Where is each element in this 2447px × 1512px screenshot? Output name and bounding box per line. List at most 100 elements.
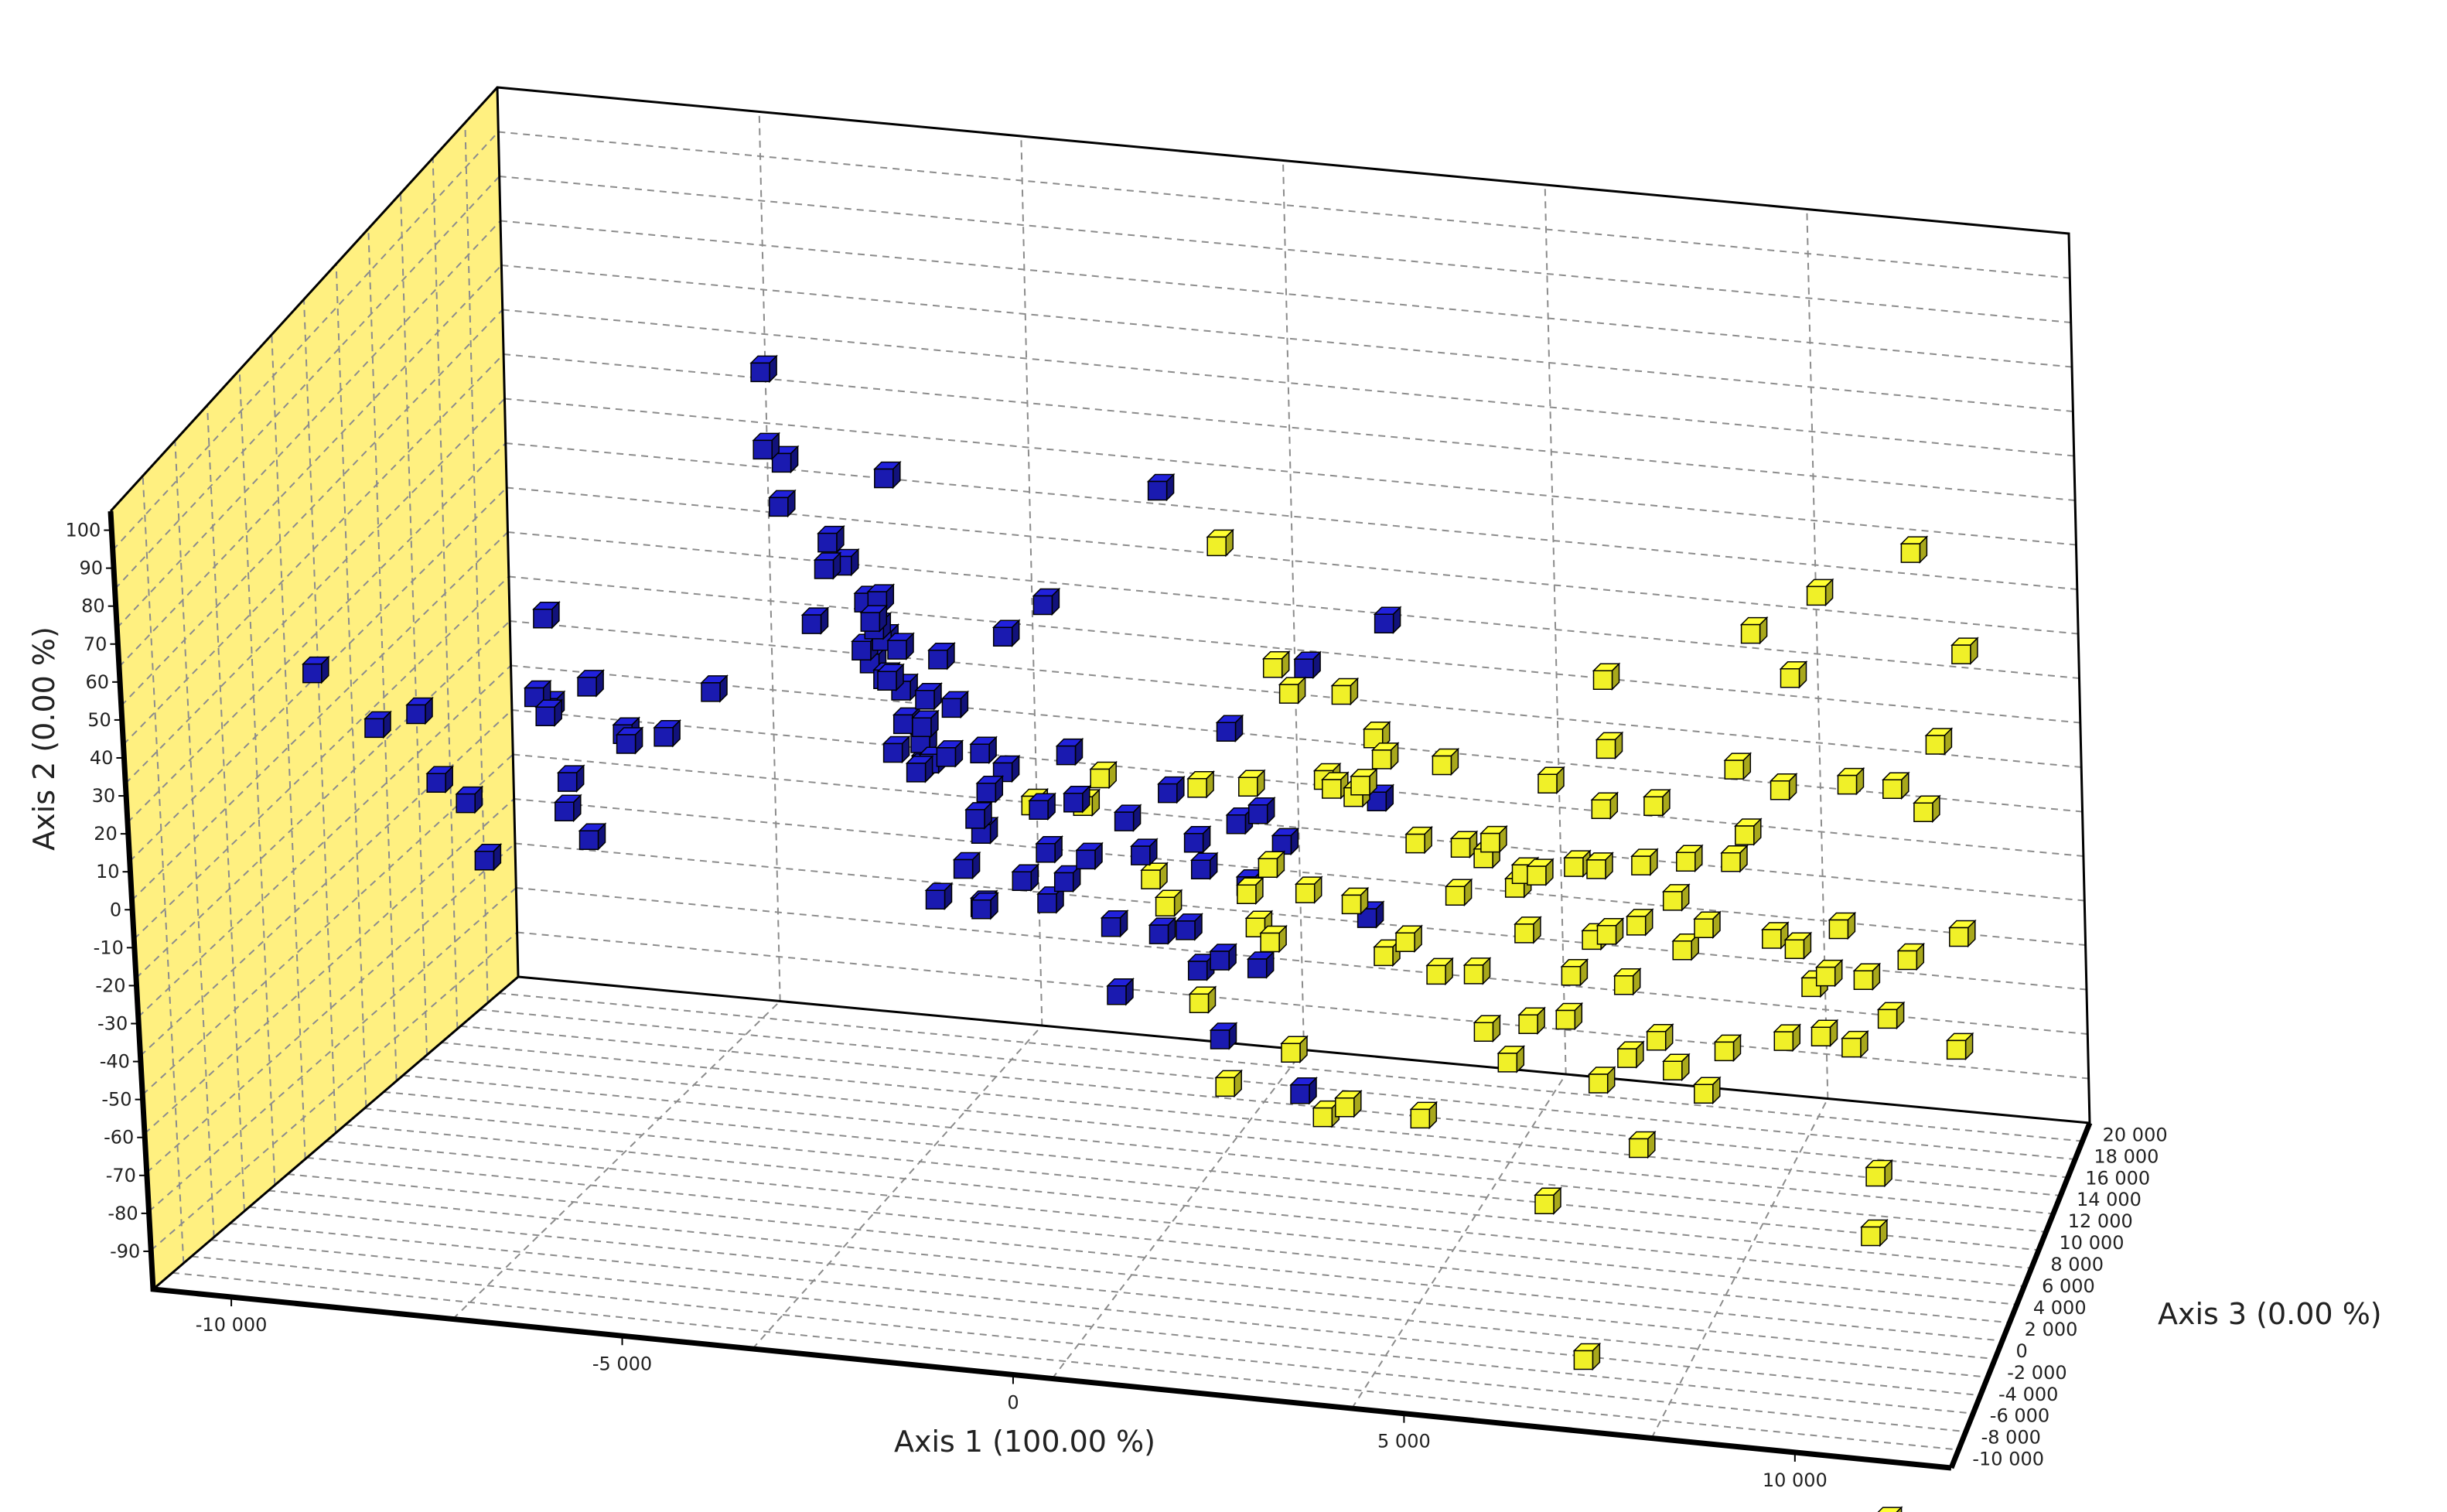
data-point-yellow (1373, 938, 1401, 968)
data-point-yellow (1497, 1045, 1526, 1073)
data-point-blue (1106, 977, 1135, 1006)
back-grid-line (504, 398, 2077, 546)
cube-front-face (1676, 852, 1696, 872)
cube-front-face (1206, 536, 1227, 557)
data-point-yellow (1140, 862, 1169, 890)
z-tick-label: -10 000 (1972, 1449, 2044, 1470)
data-point-yellow (1613, 967, 1642, 996)
cube-front-face (1694, 1084, 1714, 1104)
floor-grid-line (1351, 1073, 1567, 1409)
back-grid-line (499, 176, 2071, 323)
back-grid-line (517, 931, 2089, 1080)
data-point-yellow (1257, 850, 1286, 879)
data-point-blue (1129, 838, 1159, 866)
cube-front-face (1295, 883, 1316, 903)
cube-front-face (970, 743, 990, 764)
data-point-blue (425, 765, 455, 794)
data-point-blue (800, 606, 830, 635)
data-point-yellow (1773, 1023, 1802, 1052)
data-point-yellow (1595, 916, 1625, 946)
data-point-blue (952, 851, 981, 880)
cube-front-face (1260, 932, 1280, 953)
data-point-yellow (1278, 676, 1307, 705)
y-tick-label: 40 (90, 747, 114, 769)
cube-front-face (1740, 623, 1761, 644)
side-grid-line (138, 664, 512, 1018)
data-point-yellow (1852, 962, 1882, 992)
cube-front-face (1101, 916, 1121, 937)
data-point-yellow (1237, 769, 1266, 798)
cube-front-face (1141, 869, 1161, 889)
y-tick-label: 20 (94, 823, 118, 845)
cube-front-face (928, 649, 948, 670)
x-axis-title: Axis 1 (100.00 %) (894, 1425, 1155, 1459)
data-point-yellow (1913, 794, 1941, 824)
side-grid-line (206, 404, 245, 1212)
chart-frame (108, 86, 2093, 1471)
data-point-blue (1148, 916, 1177, 945)
data-point-blue (991, 754, 1021, 783)
data-point-blue (975, 774, 1005, 804)
data-point-blue (1028, 792, 1056, 821)
data-point-yellow (1394, 924, 1423, 954)
cube-front-face (1949, 927, 1969, 947)
data-point-yellow (1370, 742, 1400, 770)
data-point-yellow (1089, 760, 1118, 790)
data-point-blue (813, 551, 842, 580)
cube-front-face (474, 850, 495, 871)
cube-front-face (557, 772, 578, 792)
data-point-blue (817, 524, 845, 554)
cube-front-face (1294, 658, 1314, 679)
cube-front-face (753, 439, 773, 460)
back-grid-line (510, 620, 2082, 768)
cube-front-face (1694, 918, 1714, 938)
cube-front-face (1367, 791, 1387, 811)
cube-front-face (1626, 916, 1647, 936)
cube-front-face (1238, 776, 1258, 797)
data-point-blue (1011, 863, 1040, 893)
cube-front-face (654, 726, 674, 747)
data-point-blue (1053, 864, 1082, 893)
data-point-yellow (1828, 911, 1857, 940)
data-point-blue (859, 604, 889, 633)
cube-front-face (887, 640, 907, 660)
floor-grid-line (172, 1271, 1959, 1451)
x-tick-label: 0 (1007, 1391, 1019, 1413)
x-tick-label: -5 000 (592, 1353, 652, 1374)
data-point-yellow (1560, 957, 1589, 987)
cube-front-face (1187, 778, 1207, 798)
data-point-yellow (1661, 883, 1691, 912)
side-grid-line (112, 131, 500, 551)
data-point-blue (991, 619, 1021, 648)
data-point-yellow (1865, 1159, 1893, 1188)
data-point-yellow (1261, 650, 1291, 679)
cube-front-face (1432, 755, 1452, 776)
data-point-yellow (1896, 942, 1926, 971)
data-point-yellow (1462, 957, 1492, 985)
data-point-yellow (1517, 1006, 1546, 1036)
cube-front-face (953, 858, 974, 879)
side-grid-line (432, 158, 459, 1029)
data-point-yellow (1779, 660, 1808, 689)
data-point-yellow (1627, 1130, 1657, 1159)
cube-front-face (1629, 1138, 1649, 1159)
data-point-yellow (1514, 916, 1542, 944)
cube-front-face (1262, 657, 1283, 678)
data-point-yellow (1950, 637, 1979, 665)
cube-front-face (616, 734, 636, 754)
z-tick-label: 14 000 (2077, 1189, 2142, 1210)
data-point-blue (911, 709, 940, 739)
y-tick-label: -70 (106, 1165, 136, 1186)
data-point-blue (1156, 775, 1186, 804)
cube-front-face (577, 677, 597, 697)
data-point-yellow (1333, 1089, 1363, 1118)
data-point-yellow (1645, 1022, 1674, 1052)
cube-front-face (578, 830, 599, 850)
side-grid-line (116, 220, 501, 629)
data-point-yellow (1783, 931, 1813, 961)
cube-front-face (1374, 613, 1394, 633)
data-point-blue (1271, 827, 1300, 856)
side-grid-line (271, 334, 306, 1159)
data-point-yellow (1154, 889, 1183, 918)
